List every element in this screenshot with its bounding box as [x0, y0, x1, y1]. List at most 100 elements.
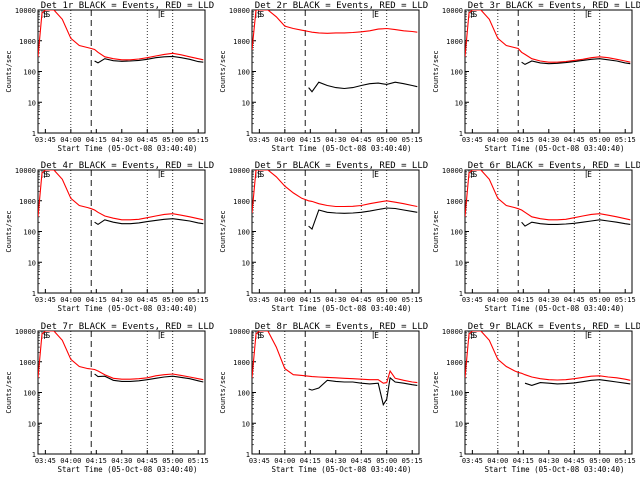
y-tick-label: 1	[459, 130, 463, 138]
x-tick-label: 04:45	[351, 136, 372, 144]
events-series-line	[524, 379, 631, 386]
flag-label: S	[473, 331, 478, 340]
y-tick-label: 1000	[446, 38, 463, 46]
plot-title: Det 8r BLACK = Events, RED = LLD	[255, 322, 428, 332]
flag-label: E	[587, 10, 592, 19]
x-tick-label: 04:45	[564, 136, 585, 144]
x-tick-label: 05:15	[402, 457, 423, 465]
y-tick-label: 1	[32, 130, 36, 138]
y-axis-label: Counts/sec	[432, 50, 440, 92]
plot-frame	[464, 330, 633, 455]
y-tick-label: 100	[23, 390, 36, 398]
y-tick-label: 1000	[446, 198, 463, 206]
y-tick-label: 10	[242, 420, 250, 428]
detector-plot: Det 2r BLACK = Events, RED = LLD 1 10 100 10…	[219, 1, 428, 153]
plot-frame	[37, 330, 206, 455]
x-axis-label: Start Time (05-Oct-08 03:40:40)	[485, 144, 625, 153]
x-tick-label: 05:00	[162, 296, 183, 304]
plot-frame	[37, 9, 206, 134]
y-tick-label: 10000	[229, 328, 250, 336]
x-tick-label: 05:15	[188, 136, 209, 144]
x-tick-label: 04:30	[538, 136, 559, 144]
flag-label: S	[260, 10, 265, 19]
events-series-line	[308, 207, 418, 231]
x-tick-label: 04:45	[137, 296, 158, 304]
x-tick-label: 04:30	[325, 457, 346, 465]
x-tick-label: 03:45	[462, 457, 483, 465]
lld-series-line	[465, 170, 631, 221]
x-tick-label: 05:00	[376, 136, 397, 144]
y-tick-label: 10	[242, 99, 250, 107]
flag-label: E	[587, 170, 592, 179]
flag-label: E	[374, 10, 379, 19]
y-tick-label: 10000	[229, 7, 250, 15]
y-tick-label: 100	[23, 229, 36, 237]
plot-title: Det 9r BLACK = Events, RED = LLD	[468, 322, 640, 332]
x-tick-label: 05:15	[615, 457, 636, 465]
y-axis-label: Counts/sec	[5, 210, 13, 252]
y-tick-label: 100	[450, 390, 463, 398]
events-series-line	[308, 376, 418, 407]
plot-frame	[37, 169, 206, 294]
y-tick-label: 10	[28, 259, 36, 267]
x-tick-label: 03:45	[462, 136, 483, 144]
flag-label: E	[587, 331, 592, 340]
y-tick-label: 1000	[19, 359, 36, 367]
x-tick-label: 05:00	[376, 457, 397, 465]
flag-label: S	[473, 10, 478, 19]
events-series-line	[521, 219, 631, 227]
y-tick-label: 100	[237, 69, 250, 77]
y-tick-label: 10	[455, 99, 463, 107]
x-tick-label: 03:45	[249, 457, 270, 465]
y-tick-label: 1000	[19, 38, 36, 46]
x-tick-label: 05:00	[589, 296, 610, 304]
y-tick-label: 1	[459, 451, 463, 459]
y-axis-label: Counts/sec	[219, 210, 227, 252]
x-tick-label: 04:45	[137, 457, 158, 465]
flag-label: S	[43, 170, 48, 179]
flag-label: S	[46, 10, 51, 19]
plot-title: Det 4r BLACK = Events, RED = LLD	[41, 161, 214, 171]
flag-label: S	[470, 10, 475, 19]
flag-label: S	[43, 331, 48, 340]
x-tick-label: 04:15	[86, 457, 107, 465]
plot-frame	[464, 169, 633, 294]
plot-frame	[251, 169, 420, 294]
x-tick-label: 05:00	[162, 136, 183, 144]
lld-series-line	[252, 170, 418, 214]
y-tick-label: 10	[28, 420, 36, 428]
plot-title: Det 6r BLACK = Events, RED = LLD	[468, 161, 640, 171]
flag-label: E	[160, 331, 165, 340]
y-tick-label: 1	[32, 451, 36, 459]
events-series-line	[94, 218, 204, 226]
x-tick-label: 03:45	[462, 296, 483, 304]
x-tick-label: 04:00	[274, 457, 295, 465]
y-tick-label: 100	[237, 390, 250, 398]
x-tick-label: 04:30	[325, 136, 346, 144]
flag-label: S	[470, 170, 475, 179]
events-series-line	[521, 58, 631, 66]
y-tick-label: 1	[246, 130, 250, 138]
x-axis-label: Start Time (05-Oct-08 03:40:40)	[58, 304, 198, 313]
x-tick-label: 04:15	[86, 136, 107, 144]
y-tick-label: 10000	[442, 167, 463, 175]
y-axis-label: Counts/sec	[432, 210, 440, 252]
plot-frame	[464, 9, 633, 134]
x-tick-label: 04:00	[60, 457, 81, 465]
plot-frame	[251, 9, 420, 134]
x-tick-label: 03:45	[35, 296, 56, 304]
flag-label: S	[260, 331, 265, 340]
flag-label: E	[160, 10, 165, 19]
y-axis-label: Counts/sec	[219, 371, 227, 413]
lld-series-line	[252, 331, 418, 384]
x-tick-label: 05:15	[188, 457, 209, 465]
y-axis-label: Counts/sec	[219, 50, 227, 92]
x-tick-label: 04:30	[538, 457, 559, 465]
lld-series-line	[38, 331, 204, 381]
flag-label: E	[160, 170, 165, 179]
x-tick-label: 04:15	[300, 457, 321, 465]
y-tick-label: 10	[455, 420, 463, 428]
detector-plot: Det 6r BLACK = Events, RED = LLD 1 10 100 10…	[432, 161, 640, 313]
lld-series-line	[38, 10, 204, 61]
lld-series-line	[252, 10, 418, 51]
